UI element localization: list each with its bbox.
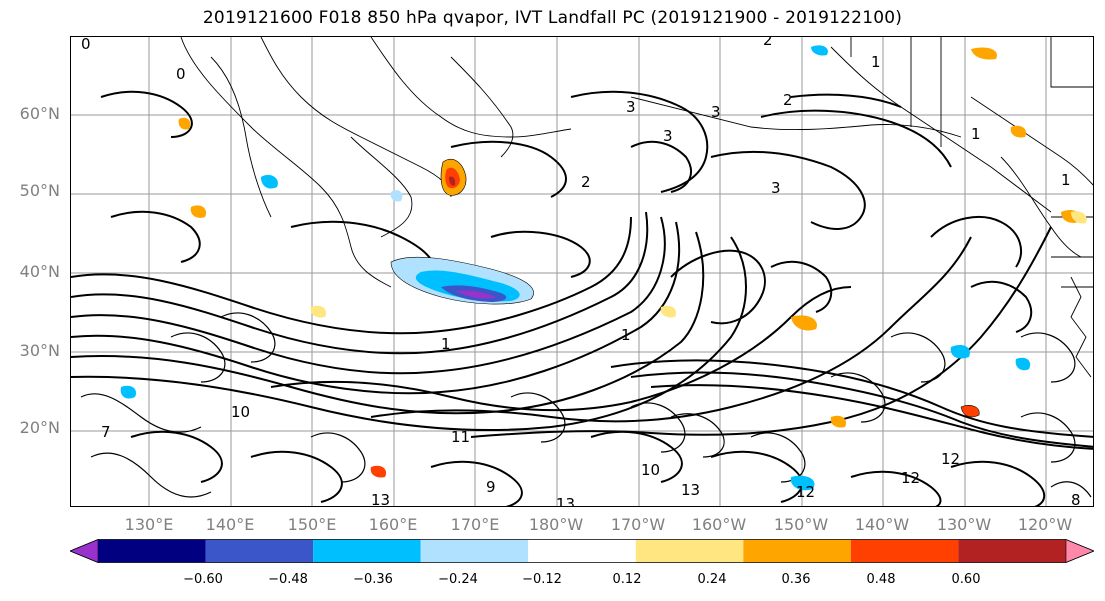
contour-label: 0	[81, 37, 91, 53]
lon-label-130w: 130°W	[936, 515, 992, 534]
contour-label: 1	[621, 326, 631, 344]
contour-label: 11	[451, 428, 470, 446]
colorbar-tick: 0.24	[697, 572, 727, 587]
map-title: 2019121600 F018 850 hPa qvapor, IVT Land…	[202, 8, 903, 28]
contour-label: 2	[763, 37, 773, 49]
lon-label-160w: 160°W	[691, 515, 747, 534]
contour-label: 3	[711, 103, 721, 121]
contour-label: 1	[971, 125, 981, 143]
colorbar-segment	[850, 539, 959, 563]
colorbar-tick: −0.12	[522, 572, 562, 587]
colorbar	[70, 539, 1094, 563]
lon-label-130e: 130°E	[124, 515, 174, 534]
colorbar-segment	[958, 539, 1066, 563]
lon-label-170w: 170°W	[610, 515, 666, 534]
colorbar-segment	[98, 539, 206, 563]
contour-label: 7	[101, 423, 111, 441]
lon-label-120w: 120°W	[1017, 515, 1073, 534]
contour-label: 2	[783, 91, 793, 109]
contour-label: 3	[771, 179, 781, 197]
colorbar-segment	[313, 539, 421, 563]
contour-label: 2	[581, 173, 591, 191]
map-panel: 0 0 1 2 3 3 3 2 1 1 1 2 3 1 10 11 13 13 …	[70, 36, 1094, 507]
contour-label: 12	[901, 469, 920, 487]
contour-label: 10	[641, 461, 660, 479]
colorbar-extend-min	[70, 539, 99, 563]
lat-label-40n: 40°N	[19, 262, 60, 281]
contour-label: 3	[626, 98, 636, 116]
contour-label: 12	[941, 450, 960, 468]
contour-label: 3	[663, 127, 673, 145]
colorbar-tick: −0.36	[353, 572, 393, 587]
contour-label: 9	[486, 478, 496, 496]
lat-label-30n: 30°N	[19, 341, 60, 360]
lon-label-140w: 140°W	[854, 515, 910, 534]
contour-label: 13	[681, 481, 700, 499]
contour-label: 13	[556, 495, 575, 507]
colorbar-tick: 0.60	[951, 572, 981, 587]
lon-label-150w: 150°W	[773, 515, 829, 534]
colorbar-segment	[635, 539, 744, 563]
contour-label: 1	[441, 335, 451, 353]
contours	[71, 90, 1093, 506]
colorbar-tick: −0.48	[268, 572, 308, 587]
lon-label-140e: 140°E	[205, 515, 255, 534]
contour-labels: 0 0 1 2 3 3 3 2 1 1 1 2 3 1 10 11 13 13 …	[81, 37, 1081, 507]
contour-label: 1	[871, 53, 881, 71]
colorbar-segment	[528, 539, 636, 563]
contour-label: 0	[176, 65, 186, 83]
lon-label-160e: 160°E	[368, 515, 418, 534]
lat-label-60n: 60°N	[19, 104, 60, 123]
lon-label-180w: 180°W	[528, 515, 584, 534]
colorbar-outline	[70, 539, 1094, 563]
colorbar-segment	[420, 539, 529, 563]
colorbar-tick: 0.12	[612, 572, 642, 587]
contour-label: 10	[231, 403, 250, 421]
detail-contours	[80, 312, 1092, 498]
lon-label-150e: 150°E	[287, 515, 337, 534]
colorbar-extend-max	[1065, 539, 1094, 563]
anomaly-shading	[120, 45, 1087, 491]
contour-label: 1	[1061, 171, 1071, 189]
contour-label: 13	[371, 491, 390, 507]
colorbar-tick: 0.36	[781, 572, 811, 587]
lon-label-170e: 170°E	[450, 515, 500, 534]
contour-label: 12	[796, 483, 815, 501]
contour-label: 8	[1071, 491, 1081, 507]
colorbar-tick: 0.48	[866, 572, 896, 587]
lat-label-20n: 20°N	[19, 418, 60, 437]
colorbar-tick: −0.24	[438, 572, 478, 587]
colorbar-segment	[743, 539, 851, 563]
coastlines	[180, 37, 1093, 378]
map-canvas: 0 0 1 2 3 3 3 2 1 1 1 2 3 1 10 11 13 13 …	[71, 37, 1093, 507]
lat-label-50n: 50°N	[19, 181, 60, 200]
colorbar-tick: −0.60	[183, 572, 223, 587]
colorbar-segment	[205, 539, 314, 563]
